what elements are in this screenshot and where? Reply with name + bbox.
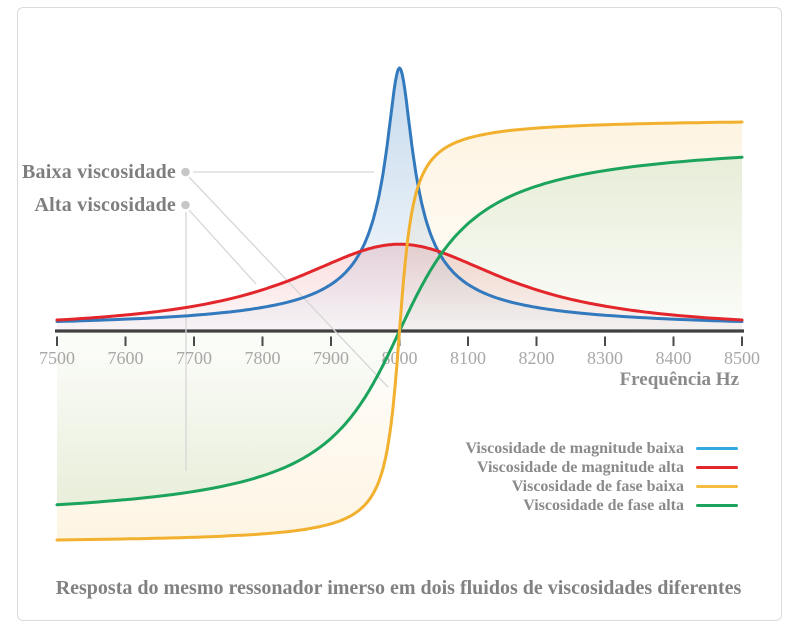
legend-swatch-icon <box>696 485 738 488</box>
area-fill-0 <box>57 68 742 331</box>
x-tick-label-7600: 7600 <box>107 348 144 368</box>
legend-label: Viscosidade de magnitude baixa <box>465 440 684 457</box>
x-tick-label-8300: 8300 <box>587 348 623 368</box>
legend-item-0: Viscosidade de magnitude baixa <box>465 439 738 458</box>
x-tick-label-7800: 7800 <box>244 348 281 368</box>
legend-swatch-icon <box>696 466 738 469</box>
x-tick-label-8200: 8200 <box>518 348 555 368</box>
annotation-low-viscosity-label: Baixa viscosidade <box>22 161 176 183</box>
legend-item-1: Viscosidade de magnitude alta <box>465 458 738 477</box>
annotation-high-viscosity-label: Alta viscosidade <box>34 194 176 216</box>
x-tick-label-7700: 7700 <box>176 348 212 368</box>
leader-line-2 <box>188 209 257 285</box>
curve-phase-3 <box>55 155 744 507</box>
legend-item-3: Viscosidade de fase alta <box>465 496 738 515</box>
annotation-dot-high <box>181 200 190 210</box>
legend-item-2: Viscosidade de fase baixa <box>465 477 738 496</box>
legend-label: Viscosidade de fase baixa <box>511 478 684 495</box>
legend-swatch-icon <box>696 447 738 450</box>
x-tick-label-7500: 7500 <box>39 348 75 368</box>
curve-magnitude-0 <box>55 66 744 323</box>
x-tick-label-7900: 7900 <box>313 348 349 368</box>
legend-label: Viscosidade de fase alta <box>523 497 684 514</box>
chart-legend: Viscosidade de magnitude baixa Viscosidad… <box>465 439 738 515</box>
annotation-dot-low <box>181 167 190 177</box>
x-tick-label-8500: 8500 <box>724 348 760 368</box>
legend-swatch-icon <box>696 504 738 507</box>
curve-phase-2 <box>55 120 744 542</box>
legend-label: Viscosidade de magnitude alta <box>477 459 684 476</box>
x-axis-title: Frequência Hz <box>619 369 739 390</box>
x-tick-label-8400: 8400 <box>655 348 692 368</box>
x-tick-label-8100: 8100 <box>450 348 486 368</box>
curve-magnitude-1 <box>55 242 744 322</box>
figure-caption: Resposta do mesmo ressonador imerso em d… <box>55 577 742 599</box>
